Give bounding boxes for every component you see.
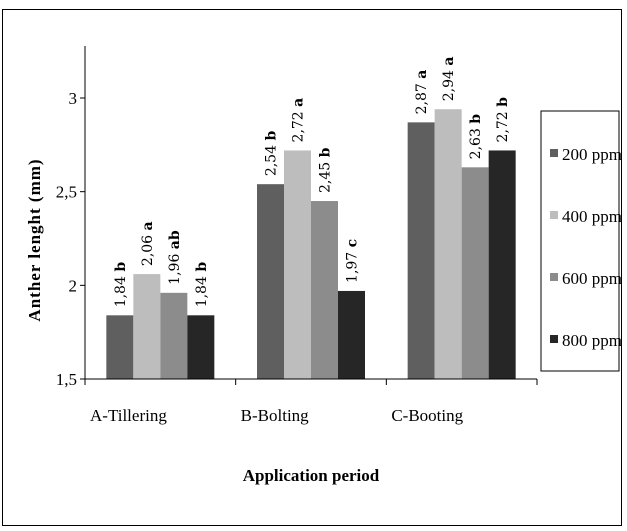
y-axis-label: Anther lenght (mm) (25, 158, 44, 321)
bar (160, 292, 188, 379)
data-label: 1,84 b (113, 262, 129, 308)
legend-swatch (550, 273, 558, 281)
bar (407, 122, 435, 379)
data-label: 2,87 a (414, 70, 430, 115)
legend-swatch (550, 149, 558, 157)
legend-swatch (550, 211, 558, 219)
bar (461, 167, 489, 379)
legend-label: 600 ppm (562, 269, 622, 288)
data-label: 2,72 b (495, 97, 511, 143)
bar (434, 109, 462, 380)
data-label: 1,96 ab (167, 230, 183, 285)
data-label: 2,54 b (264, 131, 280, 177)
axes-layer: 1,5 2 2,5 3 A-Tillering B-Bolting C-Booting (56, 46, 538, 425)
data-label: 2,63 b (468, 114, 484, 160)
data-label: 2,06 a (140, 221, 156, 266)
legend-swatch (550, 335, 558, 343)
bar (133, 274, 161, 379)
bar (284, 150, 311, 379)
bar (488, 150, 516, 379)
data-label: 1,84 b (194, 262, 210, 308)
y-tick-label: 2 (69, 276, 78, 295)
bar (311, 201, 338, 379)
bar (187, 315, 215, 379)
y-tick-label: 3 (69, 89, 78, 108)
legend-label: 400 ppm (562, 207, 622, 226)
bar (106, 315, 134, 379)
bar (257, 184, 284, 379)
bars-layer (106, 109, 516, 380)
legend-label: 200 ppm (562, 145, 622, 164)
x-tick-label: C-Booting (391, 406, 463, 425)
data-label: 2,45 b (318, 147, 334, 193)
x-axis-label: Application period (243, 466, 380, 485)
legend-label: 800 ppm (562, 331, 622, 350)
x-tick-label: B-Bolting (241, 406, 310, 425)
data-label: 1,97 c (345, 239, 361, 283)
legend: 200 ppm 400 ppm 600 ppm 800 ppm (540, 110, 622, 372)
y-tick-label: 2,5 (56, 183, 77, 202)
y-tick-label: 1,5 (56, 370, 77, 389)
bar (338, 290, 365, 379)
data-label: 2,72 a (291, 98, 307, 143)
data-label: 2,94 a (441, 57, 457, 102)
x-tick-label: A-Tillering (90, 406, 167, 425)
data-labels-layer: 1,84 b 2,06 a 1,96 ab 1,84 b 2,54 b 2,72 a 2,4… (113, 57, 511, 308)
